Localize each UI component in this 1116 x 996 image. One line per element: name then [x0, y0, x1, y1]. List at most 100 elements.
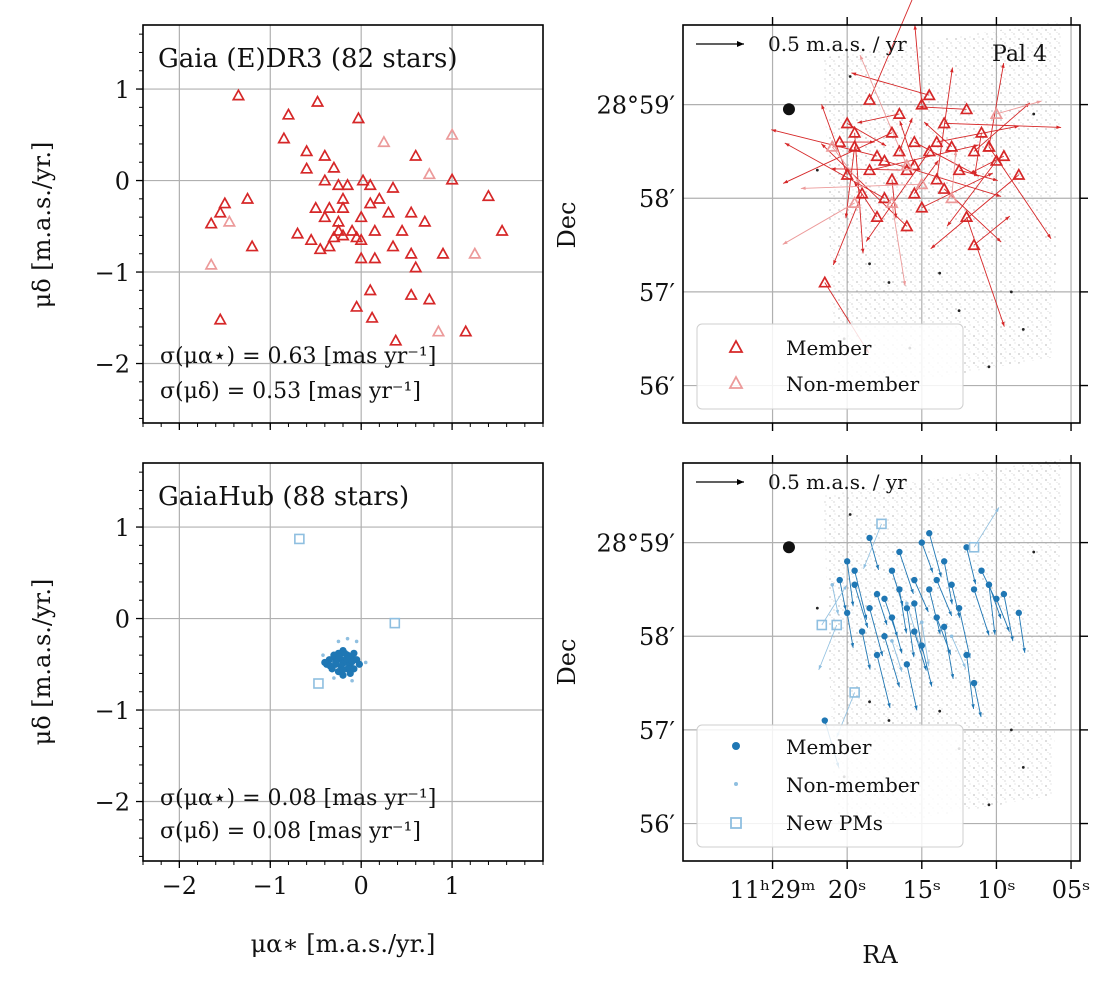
pm-vector-head: [950, 67, 954, 73]
star-marker: [386, 239, 400, 252]
pm-vector-head: [950, 673, 955, 679]
pm-vector-head: [947, 221, 952, 227]
pm-vector: [946, 160, 997, 227]
pm-vector: [861, 631, 871, 670]
pm-vector-head: [830, 167, 836, 171]
star-marker: [281, 107, 296, 120]
pm-vector-head: [953, 150, 958, 156]
star-marker: [395, 223, 409, 236]
star-marker: [892, 107, 907, 119]
annotation-sigma-alpha: σ(μα⋆) = 0.08 [mas yr⁻¹]: [160, 786, 436, 811]
pm-vector-head: [985, 630, 990, 636]
star-marker: [885, 172, 899, 185]
pm-vector-head: [930, 244, 936, 249]
pm-vector-head: [909, 117, 913, 123]
star-marker: [290, 226, 305, 239]
star-marker: [915, 177, 929, 190]
panel-sky-gaiahub: 11ʰ29ᵐ 20ˢ 15ˢ 10ˢ 05ˢ 56′ 57′ 58′ 28°59′ 0.5 m.…: [553, 455, 1090, 969]
pm-vector-head: [866, 236, 871, 242]
pm-vector: [857, 113, 900, 124]
pm-vector: [943, 561, 953, 605]
star-marker: [459, 324, 473, 337]
pm-vector: [821, 104, 848, 175]
pm-vector: [899, 120, 915, 166]
star-marker: [213, 312, 227, 325]
x-tick-label: 15ˢ: [902, 876, 941, 904]
pm-vector: [876, 654, 891, 709]
star-marker: [911, 600, 918, 607]
star-marker: [304, 233, 318, 246]
y-tick-label: 56′: [639, 811, 675, 839]
field-star: [938, 271, 942, 275]
star-marker: [389, 617, 401, 629]
star-marker: [422, 167, 437, 180]
pm-vector-head: [844, 213, 849, 219]
star-marker: [933, 614, 940, 621]
pm-vector: [851, 72, 930, 96]
x-tick-label: −2: [162, 872, 197, 900]
pm-vector-head: [887, 703, 891, 708]
star-marker: [888, 614, 896, 621]
pm-vector-head: [970, 169, 975, 174]
star-marker: [313, 678, 324, 689]
star-marker: [368, 251, 382, 264]
pm-vector-head: [863, 614, 868, 620]
legend: Member Non-member: [696, 323, 964, 410]
star-marker: [945, 139, 959, 152]
star-marker: [862, 163, 877, 176]
star-marker: [959, 102, 974, 115]
star-marker: [436, 246, 450, 259]
star-marker: [277, 131, 291, 144]
pm-vector: [913, 631, 927, 671]
star-marker: [331, 178, 346, 191]
star-marker: [322, 201, 337, 213]
field-star: [1021, 327, 1025, 331]
legend-marker-member: [728, 339, 744, 353]
y-tick-label: 57′: [639, 717, 675, 745]
pm-vector: [930, 174, 1020, 250]
pm-vector-head: [1022, 647, 1026, 653]
star-marker: [1012, 167, 1026, 180]
pm-vector-head: [861, 248, 865, 254]
star-marker: [948, 581, 955, 588]
pm-vector-head: [938, 572, 942, 578]
star-marker: [350, 649, 358, 657]
star-marker: [949, 634, 954, 639]
legend-label-member: Member: [786, 336, 872, 360]
pm-vector: [966, 547, 977, 585]
pm-vector: [782, 202, 855, 245]
pm-vector-head: [867, 664, 871, 670]
field-star: [987, 365, 991, 369]
star-marker: [825, 139, 839, 152]
data-points: [771, 0, 1062, 369]
scale-arrow: [696, 479, 744, 485]
pm-vector-head: [771, 129, 777, 133]
pm-vector: [973, 507, 1000, 548]
ticks: 56′ 57′ 58′ 28°59′: [596, 17, 1088, 431]
star-marker: [363, 178, 377, 191]
pm-vector: [923, 121, 952, 148]
star-marker: [915, 97, 929, 110]
data-points: [782, 507, 1036, 807]
star-marker: [468, 246, 482, 259]
pm-vector: [966, 216, 1005, 327]
pm-vector-head: [971, 704, 975, 709]
y-tick-label: 0: [115, 606, 130, 634]
star-marker: [309, 201, 323, 213]
pm-vector-head: [899, 120, 903, 126]
x-tick-label: 05ˢ: [1052, 876, 1091, 904]
star-marker: [885, 125, 899, 138]
y-tick-label: 56′: [639, 373, 675, 401]
field-star: [987, 803, 991, 807]
star-marker: [907, 186, 921, 199]
star-marker: [847, 139, 862, 152]
pm-vector: [966, 654, 975, 710]
y-axis-label: Dec: [553, 639, 581, 686]
field-label: Pal 4: [992, 42, 1047, 67]
star-marker: [345, 636, 350, 641]
pm-vector-head: [997, 613, 1002, 619]
pm-vector-head: [855, 178, 860, 184]
star-marker: [821, 717, 828, 724]
pm-vector: [951, 636, 967, 669]
star-marker: [299, 144, 314, 157]
